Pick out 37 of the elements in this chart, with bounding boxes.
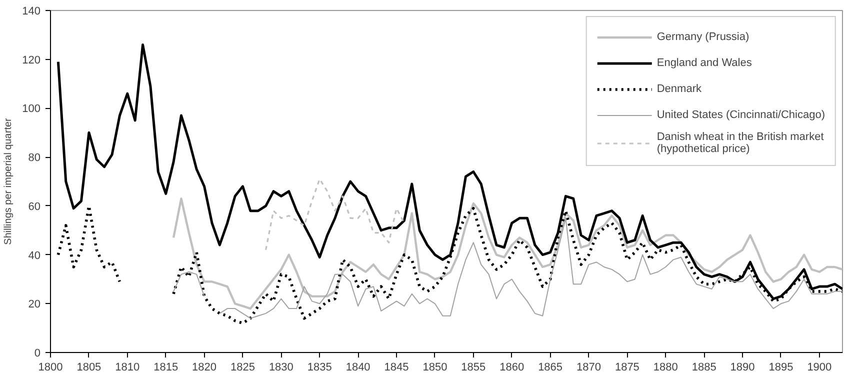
line-series <box>265 178 406 251</box>
x-tick-label: 1870 <box>576 362 601 373</box>
x-tick-label: 1815 <box>154 362 178 373</box>
x-tick-label: 1875 <box>614 362 640 373</box>
legend-label: Germany (Prussia) <box>656 31 750 43</box>
y-tick-label: 120 <box>22 54 41 66</box>
legend-label: Danish wheat in the British market (hypothetical price) <box>656 131 824 155</box>
legend-label: England and Wales <box>656 57 752 69</box>
x-tick-label: 1860 <box>500 362 524 373</box>
x-tick-label: 1850 <box>422 362 448 373</box>
x-tick-label: 1800 <box>38 362 63 373</box>
x-tick-label: 1865 <box>538 362 563 373</box>
x-tick-label: 1810 <box>115 362 140 373</box>
x-tick-label: 1830 <box>268 362 294 373</box>
x-tick-label: 1805 <box>76 362 102 373</box>
y-tick-label: 20 <box>28 298 41 311</box>
x-tick-label: 1880 <box>653 362 678 373</box>
legend-label: United States (Cincinnati/Chicago) <box>656 109 825 121</box>
x-tick-label: 1895 <box>768 362 794 373</box>
line-series <box>172 198 842 310</box>
y-tick-label: 80 <box>28 152 41 164</box>
legend-label: Denmark <box>656 83 702 95</box>
y-tick-label: 0 <box>34 348 41 360</box>
y-tick-label: 60 <box>28 200 41 213</box>
x-tick-label: 1890 <box>730 362 755 373</box>
x-tick-label: 1825 <box>230 362 255 373</box>
y-axis-title: Shillings per imperial quarter <box>3 117 14 245</box>
x-tick-label: 1885 <box>692 362 716 373</box>
y-tick-label: 140 <box>22 6 41 18</box>
x-tick-label: 1820 <box>192 362 217 373</box>
y-tick-label: 40 <box>28 250 41 262</box>
x-tick-label: 1900 <box>807 362 832 373</box>
y-tick-label: 100 <box>22 103 41 116</box>
x-tick-label: 1835 <box>307 362 332 373</box>
x-tick-label: 1845 <box>384 362 409 373</box>
x-tick-label: 1855 <box>461 362 486 373</box>
x-tick-label: 1840 <box>346 362 370 373</box>
